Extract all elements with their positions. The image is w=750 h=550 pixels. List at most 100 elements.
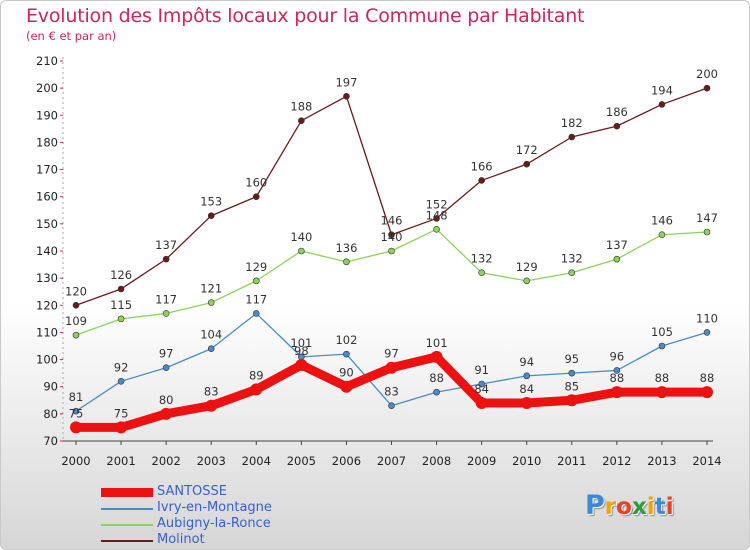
data-label-molinot: 166 (471, 159, 493, 173)
point-ivry-en-montagne (433, 388, 440, 396)
data-label-molinot: 182 (561, 116, 583, 130)
series-line-molinot (75, 87, 708, 306)
point-aubigny-la-ronce (433, 225, 440, 233)
point-aubigny-la-ronce (703, 228, 711, 236)
y-tick-label: 90 (43, 380, 58, 394)
y-tick-label: 180 (36, 135, 58, 149)
y-tick-label: 190 (36, 108, 58, 122)
point-molinot (568, 133, 576, 141)
point-aubigny-la-ronce (343, 258, 350, 266)
data-label-aubigny-la-ronce: 132 (471, 252, 493, 266)
data-label-aubigny-la-ronce: 132 (561, 252, 583, 266)
x-tick-label: 2003 (197, 454, 226, 468)
point-molinot (478, 177, 485, 184)
data-label-ivry-en-montagne: 101 (290, 336, 312, 350)
data-label-ivry-en-montagne: 83 (384, 385, 399, 399)
point-santosse (475, 397, 488, 409)
data-label-ivry-en-montagne: 104 (200, 328, 222, 342)
point-ivry-en-montagne (252, 310, 260, 317)
data-label-molinot: 172 (516, 143, 538, 157)
x-tick-label: 2001 (106, 454, 135, 468)
data-label-aubigny-la-ronce: 140 (381, 230, 403, 244)
data-label-molinot: 152 (426, 197, 448, 211)
data-label-santosse: 75 (69, 406, 84, 420)
point-santosse (701, 386, 713, 399)
point-santosse (430, 350, 443, 363)
point-aubigny-la-ronce (117, 315, 125, 323)
data-label-ivry-en-montagne: 94 (519, 355, 534, 369)
point-molinot (658, 101, 666, 108)
point-ivry-en-montagne (703, 329, 711, 336)
legend-label: Aubigny-la-Ronce (157, 516, 271, 531)
y-tick-label: 120 (36, 298, 58, 312)
x-tick-label: 2004 (242, 454, 271, 468)
x-tick-label: 2010 (512, 454, 541, 468)
point-ivry-en-montagne (568, 369, 576, 377)
point-aubigny-la-ronce (252, 277, 260, 285)
data-label-molinot: 186 (606, 105, 628, 119)
data-label-santosse: 80 (159, 393, 174, 407)
data-label-santosse: 89 (249, 368, 264, 382)
point-ivry-en-montagne (658, 342, 666, 350)
point-molinot (72, 301, 80, 309)
logo-letter: o (616, 494, 632, 520)
x-tick-label: 2005 (287, 454, 316, 468)
point-aubigny-la-ronce (207, 299, 215, 306)
y-tick-label: 170 (36, 163, 58, 177)
data-label-aubigny-la-ronce: 129 (245, 260, 267, 274)
data-label-aubigny-la-ronce: 121 (200, 282, 222, 296)
point-molinot (388, 231, 395, 239)
data-label-aubigny-la-ronce: 148 (426, 208, 448, 222)
legend-swatch (101, 488, 153, 497)
x-tick-label: 2000 (61, 454, 90, 468)
point-aubigny-la-ronce (568, 269, 576, 277)
data-label-ivry-en-montagne: 95 (564, 352, 579, 366)
point-santosse (385, 361, 398, 374)
data-label-ivry-en-montagne: 92 (114, 360, 129, 374)
data-label-ivry-en-montagne: 110 (696, 311, 718, 325)
point-ivry-en-montagne (343, 350, 350, 358)
point-santosse (160, 407, 173, 420)
y-tick-label: 100 (36, 353, 58, 367)
data-label-santosse: 97 (384, 347, 399, 361)
data-label-ivry-en-montagne: 102 (335, 333, 357, 347)
point-aubigny-la-ronce (72, 331, 80, 339)
point-molinot (343, 92, 350, 100)
y-tick-label: 210 (36, 54, 58, 68)
point-molinot (207, 212, 215, 220)
data-label-aubigny-la-ronce: 146 (651, 214, 673, 228)
data-label-aubigny-la-ronce: 129 (516, 260, 538, 274)
data-label-aubigny-la-ronce: 117 (155, 292, 177, 306)
data-label-ivry-en-montagne: 117 (245, 292, 267, 306)
data-label-molinot: 120 (65, 284, 87, 298)
chart-title: Evolution des Impôts locaux pour la Comm… (26, 5, 585, 27)
data-label-santosse: 88 (655, 371, 670, 385)
data-label-aubigny-la-ronce: 109 (65, 314, 87, 328)
point-aubigny-la-ronce (162, 310, 170, 317)
point-aubigny-la-ronce (523, 277, 531, 285)
data-label-santosse: 85 (564, 379, 579, 393)
y-tick-label: 200 (36, 81, 58, 95)
point-santosse (340, 380, 353, 393)
data-label-molinot: 200 (696, 67, 718, 81)
x-tick-label: 2002 (152, 454, 181, 468)
legend-swatch (101, 508, 153, 510)
logo-letter: r (604, 494, 617, 520)
x-tick-label: 2014 (692, 454, 721, 468)
point-aubigny-la-ronce (478, 269, 485, 277)
data-label-molinot: 137 (155, 238, 177, 252)
legend-label: Ivry-en-Montagne (157, 500, 272, 515)
x-tick-label: 2011 (557, 454, 586, 468)
data-label-santosse: 75 (114, 406, 129, 420)
data-label-aubigny-la-ronce: 147 (696, 211, 718, 225)
data-label-ivry-en-montagne: 97 (159, 347, 174, 361)
logo-letter: i (665, 494, 674, 520)
point-santosse (70, 421, 82, 434)
point-molinot (162, 255, 170, 263)
y-tick-label: 110 (36, 325, 58, 339)
legend-swatch (101, 540, 153, 542)
legend-label: SANTOSSE (157, 484, 228, 499)
point-ivry-en-montagne (162, 364, 170, 372)
